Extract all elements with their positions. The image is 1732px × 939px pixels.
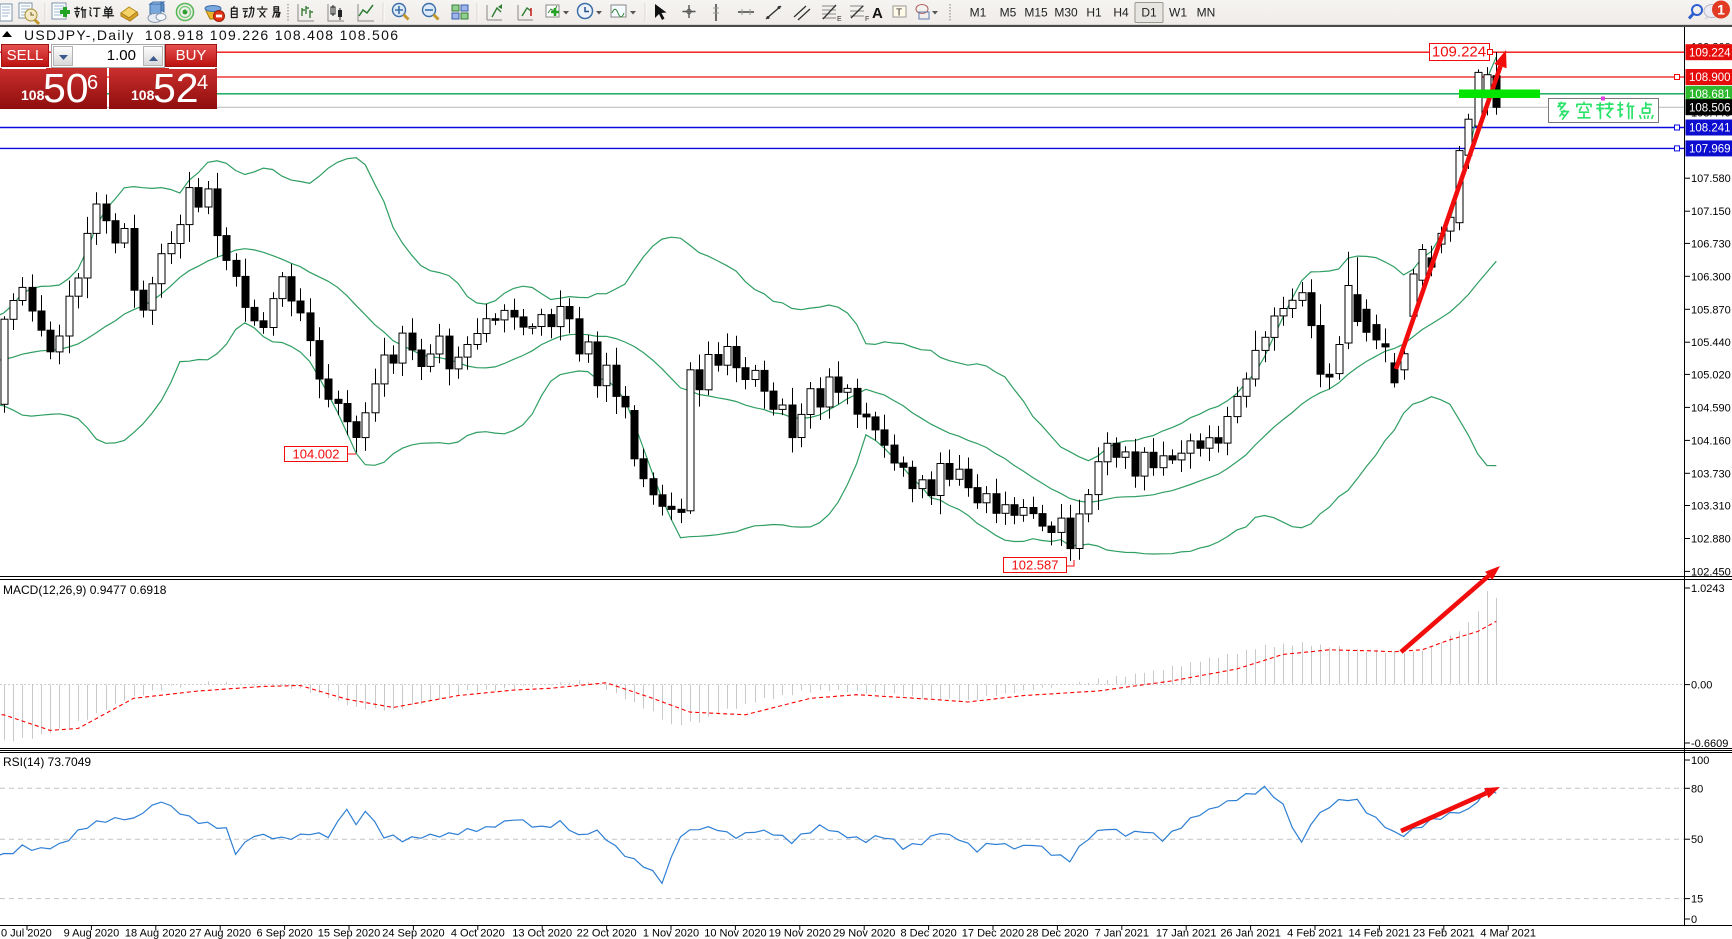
svg-text:MACD(12,26,9) 0.9477 0.6918: MACD(12,26,9) 0.9477 0.6918 <box>3 583 167 597</box>
svg-text:103.730: 103.730 <box>1691 468 1731 480</box>
svg-text:17 Dec 2020: 17 Dec 2020 <box>962 928 1024 939</box>
svg-text:107.969: 107.969 <box>1689 144 1731 156</box>
svg-text:MN: MN <box>1197 6 1216 20</box>
svg-text:9 Aug 2020: 9 Aug 2020 <box>64 928 120 939</box>
svg-text:104.002: 104.002 <box>293 447 340 462</box>
svg-text:26 Jan 2021: 26 Jan 2021 <box>1220 928 1281 939</box>
svg-text:23 Feb 2021: 23 Feb 2021 <box>1413 928 1475 939</box>
svg-text:H4: H4 <box>1113 6 1129 20</box>
svg-text:14 Feb 2021: 14 Feb 2021 <box>1349 928 1411 939</box>
svg-text:E: E <box>837 16 842 23</box>
svg-text:19 Nov 2020: 19 Nov 2020 <box>769 928 831 939</box>
svg-text:W1: W1 <box>1169 6 1187 20</box>
svg-text:15 Sep 2020: 15 Sep 2020 <box>318 928 380 939</box>
svg-text:108.506: 108.506 <box>1689 102 1731 114</box>
svg-text:105.440: 105.440 <box>1691 337 1731 349</box>
svg-text:100: 100 <box>1691 755 1709 767</box>
svg-text:107.580: 107.580 <box>1691 173 1731 185</box>
svg-text:7 Jan 2021: 7 Jan 2021 <box>1095 928 1149 939</box>
svg-text:0.00: 0.00 <box>1691 680 1712 692</box>
svg-text:109.224: 109.224 <box>1432 44 1486 61</box>
svg-text:M30: M30 <box>1054 6 1078 20</box>
svg-text:29 Nov 2020: 29 Nov 2020 <box>833 928 895 939</box>
svg-text:T: T <box>896 8 902 19</box>
svg-text:M1: M1 <box>970 6 987 20</box>
svg-text:1: 1 <box>1717 2 1725 18</box>
svg-text:M15: M15 <box>1024 6 1048 20</box>
svg-text:18 Aug 2020: 18 Aug 2020 <box>125 928 187 939</box>
svg-text:27 Aug 2020: 27 Aug 2020 <box>189 928 251 939</box>
svg-text:50: 50 <box>1691 834 1703 846</box>
svg-text:104.160: 104.160 <box>1691 435 1731 447</box>
svg-text:28 Dec 2020: 28 Dec 2020 <box>1026 928 1088 939</box>
svg-text:1 Nov 2020: 1 Nov 2020 <box>643 928 699 939</box>
svg-text:102.880: 102.880 <box>1691 534 1731 546</box>
svg-text:M5: M5 <box>1000 6 1017 20</box>
svg-text:13 Oct 2020: 13 Oct 2020 <box>512 928 572 939</box>
svg-text:1.0243: 1.0243 <box>1691 583 1725 595</box>
svg-text:22 Oct 2020: 22 Oct 2020 <box>577 928 637 939</box>
svg-text:24 Sep 2020: 24 Sep 2020 <box>382 928 444 939</box>
svg-text:106.300: 106.300 <box>1691 271 1731 283</box>
svg-text:A: A <box>872 5 883 22</box>
svg-text:102.587: 102.587 <box>1012 558 1059 573</box>
svg-text:F: F <box>865 16 869 23</box>
svg-text:103.310: 103.310 <box>1691 501 1731 513</box>
svg-text:108.681: 108.681 <box>1689 89 1731 101</box>
svg-text:107.150: 107.150 <box>1691 206 1731 218</box>
svg-text:4 Mar 2021: 4 Mar 2021 <box>1480 928 1536 939</box>
svg-text:102.450: 102.450 <box>1691 566 1731 578</box>
svg-text:4 Oct 2020: 4 Oct 2020 <box>451 928 505 939</box>
svg-text:15: 15 <box>1691 894 1703 906</box>
svg-text:106.730: 106.730 <box>1691 238 1731 250</box>
svg-text:17 Jan 2021: 17 Jan 2021 <box>1156 928 1217 939</box>
svg-text:108.900: 108.900 <box>1689 72 1731 84</box>
svg-text:104.590: 104.590 <box>1691 402 1731 414</box>
svg-text:109.224: 109.224 <box>1689 47 1731 59</box>
svg-text:108.241: 108.241 <box>1689 123 1731 135</box>
svg-text:10 Nov 2020: 10 Nov 2020 <box>704 928 766 939</box>
svg-text:RSI(14) 73.7049: RSI(14) 73.7049 <box>3 755 91 769</box>
svg-text:4 Feb 2021: 4 Feb 2021 <box>1287 928 1343 939</box>
svg-text:H1: H1 <box>1086 6 1102 20</box>
svg-text:105.020: 105.020 <box>1691 369 1731 381</box>
svg-text:80: 80 <box>1691 783 1703 795</box>
svg-text:-0.6609: -0.6609 <box>1691 738 1728 750</box>
svg-text:D1: D1 <box>1141 6 1157 20</box>
svg-text:8 Dec 2020: 8 Dec 2020 <box>900 928 956 939</box>
svg-text:0: 0 <box>1691 914 1697 926</box>
svg-text:6 Sep 2020: 6 Sep 2020 <box>256 928 312 939</box>
svg-text:0 Jul 2020: 0 Jul 2020 <box>1 928 52 939</box>
svg-text:105.870: 105.870 <box>1691 304 1731 316</box>
